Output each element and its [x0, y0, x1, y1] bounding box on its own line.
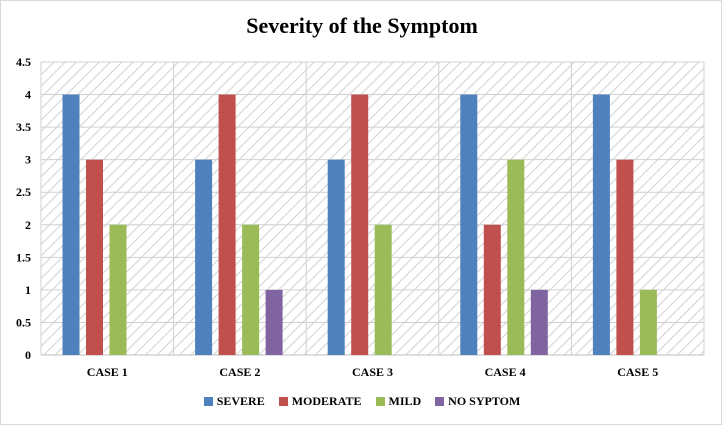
- legend-label: MODERATE: [291, 394, 362, 408]
- x-axis-ticks: CASE 1 CASE 2 CASE 3 CASE 4 CASE 5: [87, 365, 658, 379]
- bar-mild: [374, 224, 392, 355]
- bar-moderate: [616, 159, 634, 355]
- x-tick-label: CASE 1: [87, 365, 128, 379]
- bar-mild: [242, 224, 260, 355]
- legend-label: SEVERE: [216, 394, 265, 408]
- bar-mild: [507, 159, 525, 355]
- x-tick-label: CASE 3: [352, 365, 393, 379]
- y-tick-label: 4: [25, 88, 31, 102]
- bars: [62, 94, 657, 356]
- y-tick-label: 0.5: [16, 315, 31, 329]
- y-tick-label: 1.5: [16, 250, 31, 264]
- y-tick-label: 4.5: [16, 55, 31, 69]
- legend-item: MILD: [375, 394, 422, 409]
- legend-item: SEVERE: [203, 394, 265, 409]
- y-tick-label: 3: [25, 153, 31, 167]
- y-tick-label: 3.5: [16, 120, 31, 134]
- legend-item: NO SYPTOM: [435, 394, 520, 409]
- bar-no-syptom: [265, 289, 283, 355]
- legend-swatch: [375, 397, 385, 406]
- legend-swatch: [203, 397, 213, 406]
- y-tick-label: 2: [25, 218, 31, 232]
- bar-mild: [109, 224, 127, 355]
- y-tick-label: 0: [25, 348, 31, 362]
- legend-item: MODERATE: [278, 394, 362, 409]
- bar-moderate: [218, 94, 236, 356]
- bar-severe: [592, 94, 610, 356]
- legend-label: NO SYPTOM: [448, 394, 521, 408]
- y-tick-label: 2.5: [16, 185, 31, 199]
- bar-no-syptom: [530, 289, 548, 355]
- legend: SEVERE MODERATE MILD NO SYPTOM: [1, 394, 721, 409]
- legend-swatch: [278, 397, 288, 406]
- legend-label: MILD: [388, 394, 422, 408]
- bar-severe: [195, 159, 213, 355]
- bar-severe: [460, 94, 478, 356]
- x-tick-label: CASE 5: [617, 365, 658, 379]
- x-tick-label: CASE 4: [485, 365, 526, 379]
- x-tick-label: CASE 2: [219, 365, 260, 379]
- bar-severe: [62, 94, 80, 356]
- bar-moderate: [483, 224, 501, 355]
- bar-moderate: [86, 159, 103, 355]
- legend-swatch: [435, 397, 445, 406]
- bar-mild: [639, 289, 657, 355]
- chart-title: Severity of the Symptom: [246, 13, 478, 38]
- bar-severe: [327, 159, 345, 355]
- y-axis-ticks: 0 0.5 1 1.5 2 2.5 3 3.5 4 4.5: [16, 55, 31, 362]
- bar-moderate: [351, 94, 369, 356]
- y-tick-label: 1: [25, 283, 31, 297]
